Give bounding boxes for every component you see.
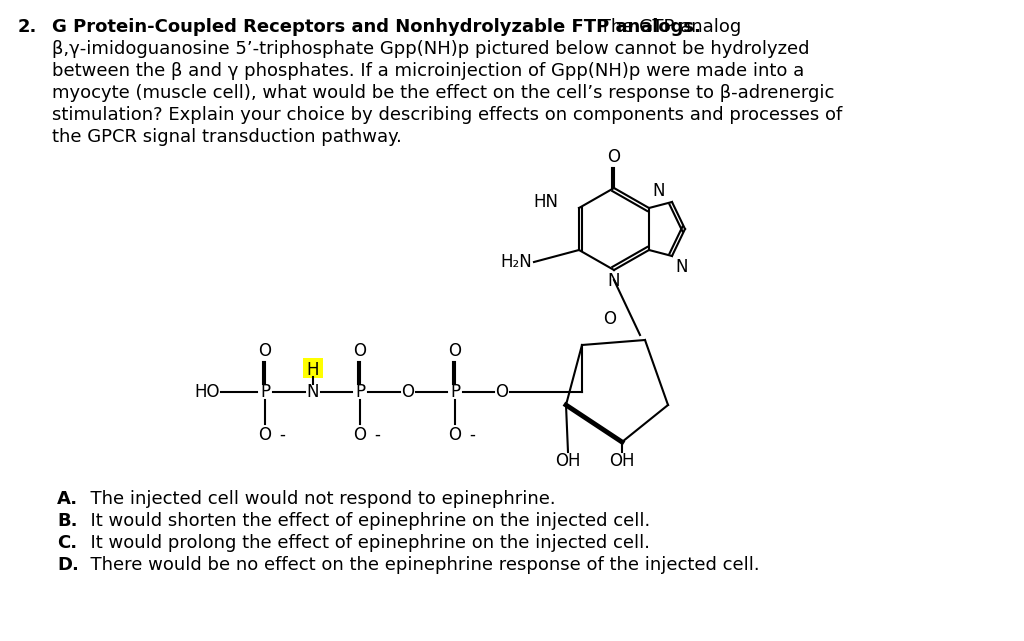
Text: H₂N: H₂N <box>501 253 532 271</box>
Text: O: O <box>258 342 271 360</box>
Text: P: P <box>260 383 270 401</box>
Text: D.: D. <box>57 556 79 574</box>
Text: the GPCR signal transduction pathway.: the GPCR signal transduction pathway. <box>52 128 401 146</box>
Text: N: N <box>675 258 687 276</box>
Text: O: O <box>603 310 616 328</box>
Text: The injected cell would not respond to epinephrine.: The injected cell would not respond to e… <box>79 490 556 508</box>
Text: O: O <box>258 426 271 444</box>
Text: between the β and γ phosphates. If a microinjection of Gpp(NH)p were made into a: between the β and γ phosphates. If a mic… <box>52 62 804 80</box>
Text: O: O <box>496 383 509 401</box>
Text: There would be no effect on the epinephrine response of the injected cell.: There would be no effect on the epinephr… <box>79 556 760 574</box>
Text: O: O <box>353 426 367 444</box>
Text: H: H <box>307 361 319 379</box>
Text: -: - <box>469 426 475 444</box>
Text: P: P <box>355 383 366 401</box>
Text: myocyte (muscle cell), what would be the effect on the cell’s response to β-adre: myocyte (muscle cell), what would be the… <box>52 84 835 102</box>
Text: It would prolong the effect of epinephrine on the injected cell.: It would prolong the effect of epinephri… <box>79 534 650 552</box>
Text: HN: HN <box>534 193 558 211</box>
Text: The GTP analog: The GTP analog <box>594 18 741 36</box>
Text: A.: A. <box>57 490 78 508</box>
Text: It would shorten the effect of epinephrine on the injected cell.: It would shorten the effect of epinephri… <box>79 512 650 530</box>
Text: G Protein-Coupled Receptors and Nonhydrolyzable FTP analogs.: G Protein-Coupled Receptors and Nonhydro… <box>52 18 700 36</box>
Text: β,γ-imidoguanosine 5’-triphosphate Gpp(NH)p pictured below cannot be hydrolyzed: β,γ-imidoguanosine 5’-triphosphate Gpp(N… <box>52 40 810 58</box>
Text: B.: B. <box>57 512 78 530</box>
Text: O: O <box>401 383 415 401</box>
Text: stimulation? Explain your choice by describing effects on components and process: stimulation? Explain your choice by desc… <box>52 106 843 124</box>
Text: 2.: 2. <box>18 18 37 36</box>
Text: C.: C. <box>57 534 77 552</box>
Text: N: N <box>652 182 665 200</box>
Text: O: O <box>353 342 367 360</box>
Text: O: O <box>607 148 621 166</box>
Text: HO: HO <box>195 383 220 401</box>
Text: P: P <box>450 383 460 401</box>
Text: N: N <box>307 383 319 401</box>
Bar <box>303 358 323 378</box>
Text: -: - <box>374 426 380 444</box>
Text: O: O <box>449 426 462 444</box>
Text: N: N <box>608 272 621 290</box>
Text: O: O <box>449 342 462 360</box>
Text: -: - <box>279 426 285 444</box>
Text: OH: OH <box>609 452 635 470</box>
Text: OH: OH <box>555 452 581 470</box>
